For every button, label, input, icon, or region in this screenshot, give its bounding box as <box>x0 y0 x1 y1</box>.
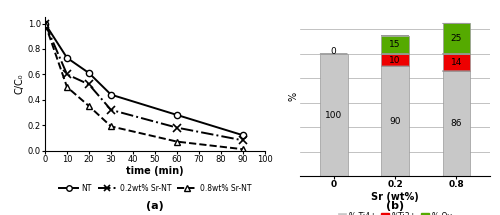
Text: 25: 25 <box>450 34 462 43</box>
Bar <box>381 66 409 176</box>
Bar <box>442 54 470 71</box>
Bar <box>320 54 347 176</box>
X-axis label: Sr (wt%): Sr (wt%) <box>371 192 419 202</box>
Text: 90: 90 <box>390 117 401 126</box>
Legend: % Ti4+, %Ti3+, % Ov: % Ti4+, %Ti3+, % Ov <box>335 209 455 215</box>
Text: 15: 15 <box>390 40 401 49</box>
Text: 100: 100 <box>325 111 342 120</box>
Text: 86: 86 <box>450 119 462 128</box>
Bar <box>381 54 409 66</box>
Legend: NT, 0.2wt% Sr-NT, 0.8wt% Sr-NT: NT, 0.2wt% Sr-NT, 0.8wt% Sr-NT <box>56 181 254 196</box>
Text: 0: 0 <box>331 47 336 56</box>
Bar <box>442 71 470 176</box>
Text: (a): (a) <box>146 201 164 211</box>
Y-axis label: %: % <box>288 92 298 101</box>
Bar <box>381 35 409 54</box>
Text: 14: 14 <box>450 58 462 67</box>
Bar <box>442 23 470 54</box>
X-axis label: time (min): time (min) <box>126 166 184 177</box>
Y-axis label: C/C₀: C/C₀ <box>15 74 25 94</box>
Text: 10: 10 <box>390 55 401 64</box>
Text: (b): (b) <box>386 201 404 211</box>
